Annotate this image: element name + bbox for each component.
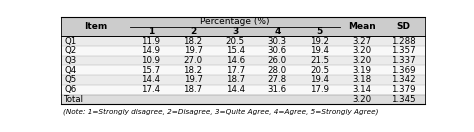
Text: 3: 3 — [232, 27, 238, 36]
Text: Item: Item — [84, 22, 107, 31]
Text: 27.8: 27.8 — [268, 76, 287, 84]
Text: Q5: Q5 — [64, 76, 76, 84]
Text: 19.4: 19.4 — [310, 46, 329, 55]
Text: 3.18: 3.18 — [352, 76, 371, 84]
Text: 1.369: 1.369 — [392, 66, 416, 75]
Text: 3.27: 3.27 — [352, 37, 371, 46]
Text: 27.0: 27.0 — [183, 56, 202, 65]
Text: 4: 4 — [274, 27, 281, 36]
Text: 17.7: 17.7 — [226, 66, 245, 75]
Text: 2: 2 — [190, 27, 196, 36]
Text: 3.20: 3.20 — [352, 46, 371, 55]
Text: 30.6: 30.6 — [268, 46, 287, 55]
Text: 30.3: 30.3 — [268, 37, 287, 46]
Text: 17.4: 17.4 — [141, 85, 161, 94]
Bar — [61, 17, 425, 36]
Text: 1.345: 1.345 — [392, 95, 416, 104]
Text: 21.5: 21.5 — [310, 56, 329, 65]
Bar — [61, 95, 425, 104]
Bar — [61, 85, 425, 95]
Text: 1.342: 1.342 — [392, 76, 416, 84]
Text: 10.9: 10.9 — [141, 56, 160, 65]
Text: Mean: Mean — [348, 22, 375, 31]
Text: Total: Total — [64, 95, 84, 104]
Text: 3.19: 3.19 — [352, 66, 371, 75]
Bar — [61, 36, 425, 46]
Text: SD: SD — [397, 22, 410, 31]
Text: Q3: Q3 — [64, 56, 76, 65]
Text: 18.2: 18.2 — [183, 66, 202, 75]
Text: 11.9: 11.9 — [141, 37, 160, 46]
Text: 19.7: 19.7 — [183, 46, 202, 55]
Text: 1.337: 1.337 — [392, 56, 416, 65]
Text: 18.7: 18.7 — [226, 76, 245, 84]
Text: 14.4: 14.4 — [226, 85, 245, 94]
Bar — [61, 56, 425, 65]
Text: 26.0: 26.0 — [268, 56, 287, 65]
Text: 1.357: 1.357 — [392, 46, 416, 55]
Text: 5: 5 — [316, 27, 322, 36]
Text: 15.7: 15.7 — [141, 66, 161, 75]
Text: 3.14: 3.14 — [352, 85, 371, 94]
Text: 19.4: 19.4 — [310, 76, 329, 84]
Text: 19.2: 19.2 — [310, 37, 329, 46]
Text: 15.4: 15.4 — [226, 46, 245, 55]
Text: 1.379: 1.379 — [392, 85, 416, 94]
Text: 19.7: 19.7 — [183, 76, 202, 84]
Bar — [61, 46, 425, 56]
Text: 17.9: 17.9 — [310, 85, 329, 94]
Text: 18.2: 18.2 — [183, 37, 202, 46]
Text: 31.6: 31.6 — [268, 85, 287, 94]
Text: (Note: 1=Strongly disagree, 2=Disagree, 3=Quite Agree, 4=Agree, 5=Strongly Agree: (Note: 1=Strongly disagree, 2=Disagree, … — [63, 108, 378, 115]
Text: Q2: Q2 — [64, 46, 76, 55]
Text: 3.20: 3.20 — [352, 95, 371, 104]
Text: 3.20: 3.20 — [352, 56, 371, 65]
Bar — [61, 75, 425, 85]
Text: Q1: Q1 — [64, 37, 76, 46]
Text: 1.288: 1.288 — [392, 37, 416, 46]
Text: Q6: Q6 — [64, 85, 76, 94]
Text: 14.6: 14.6 — [226, 56, 245, 65]
Text: Percentage (%): Percentage (%) — [201, 17, 270, 26]
Text: 14.9: 14.9 — [141, 46, 160, 55]
Bar — [61, 65, 425, 75]
Text: 28.0: 28.0 — [268, 66, 287, 75]
Text: 20.5: 20.5 — [226, 37, 245, 46]
Text: 14.4: 14.4 — [141, 76, 161, 84]
Text: Q4: Q4 — [64, 66, 76, 75]
Text: 20.5: 20.5 — [310, 66, 329, 75]
Text: 1: 1 — [148, 27, 154, 36]
Text: 18.7: 18.7 — [183, 85, 202, 94]
